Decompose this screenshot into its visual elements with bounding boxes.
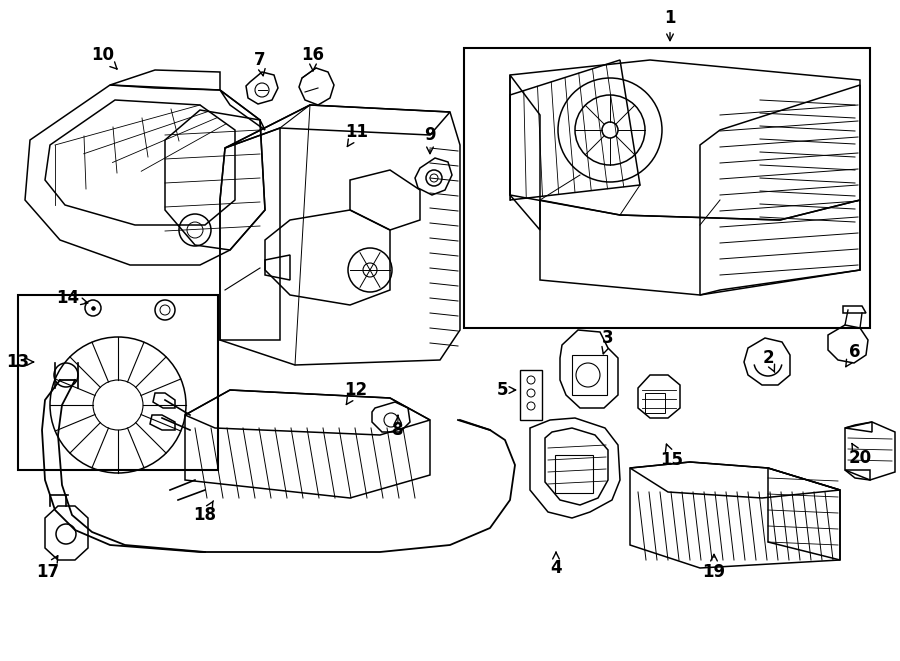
Bar [18,295,218,470]
Text: 10: 10 [92,46,117,69]
Text: 18: 18 [194,501,217,524]
Text: 11: 11 [346,123,368,147]
Text: 7: 7 [254,51,266,76]
Text: 16: 16 [302,46,325,71]
Bar [555,455,593,493]
Text: 20: 20 [849,444,871,467]
Text: 5: 5 [496,381,516,399]
Text: 6: 6 [846,343,860,367]
Text: 15: 15 [661,444,683,469]
Text: 14: 14 [57,289,88,307]
Bar [520,370,542,420]
Text: 3: 3 [602,329,614,354]
Bar [464,48,870,328]
Text: 12: 12 [345,381,367,405]
Text: 1: 1 [664,9,676,41]
Bar [645,393,665,413]
Text: 4: 4 [550,553,562,577]
Text: 17: 17 [36,556,59,581]
Text: 9: 9 [424,126,436,153]
Text: 13: 13 [6,353,33,371]
Bar [572,355,607,395]
Text: 19: 19 [702,555,725,581]
Text: 2: 2 [762,349,775,372]
Text: 8: 8 [392,415,404,439]
